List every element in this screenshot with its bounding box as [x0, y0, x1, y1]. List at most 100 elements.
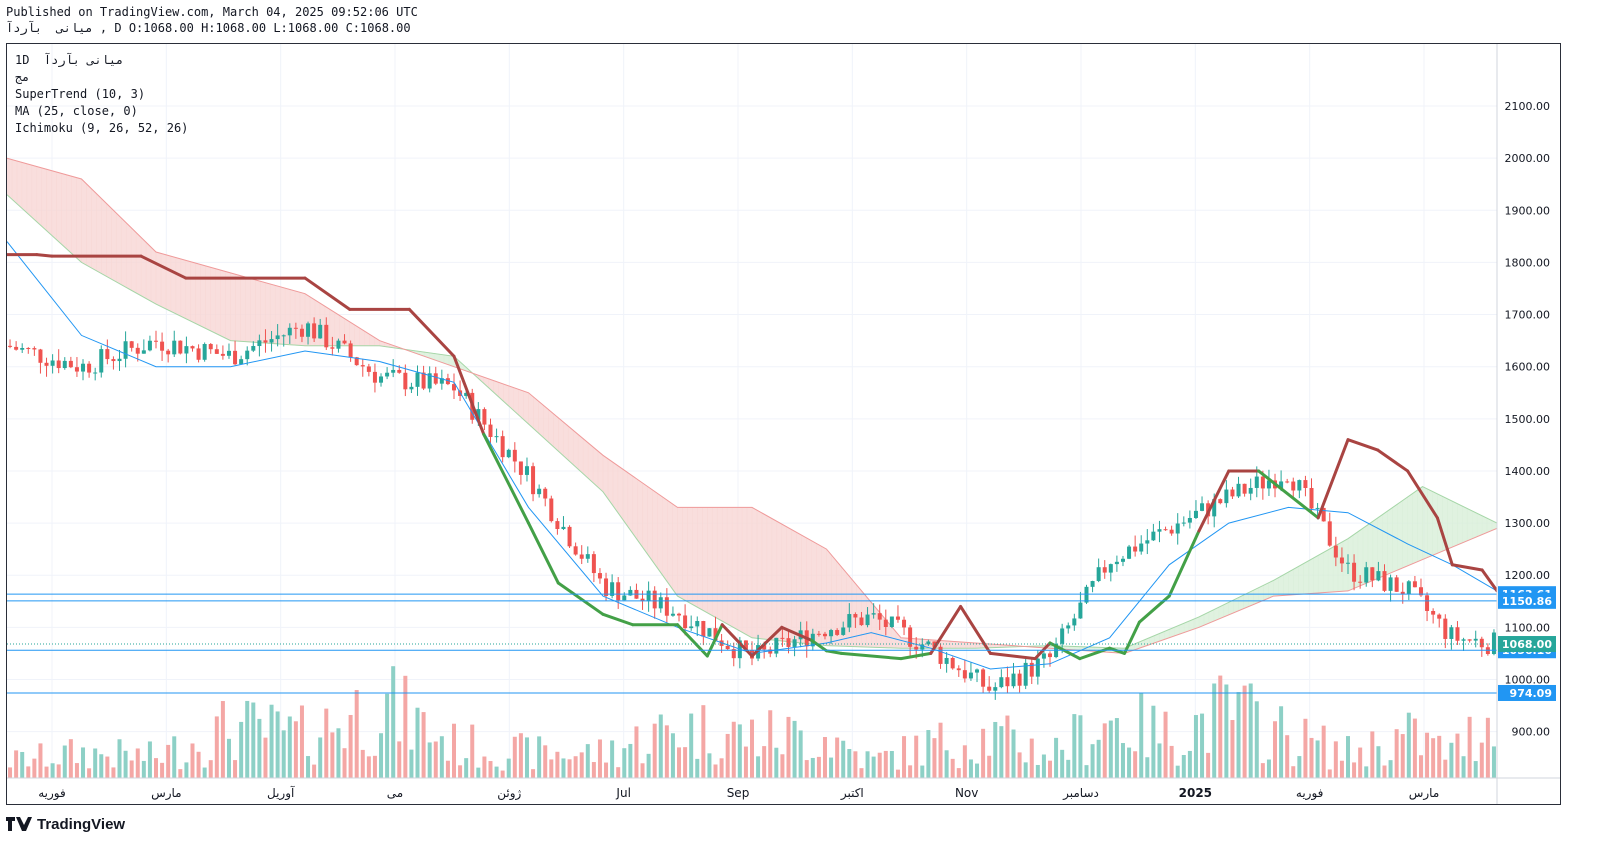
candle-body: [780, 637, 785, 639]
candle-body: [397, 369, 402, 373]
candle-body: [464, 392, 469, 396]
supertrend-segment: [705, 623, 724, 658]
cloud-segment: [667, 499, 673, 591]
volume-bar: [780, 754, 785, 778]
candle-body: [1157, 529, 1162, 532]
cloud-segment: [1447, 498, 1453, 550]
candle-body: [1467, 639, 1472, 641]
volume-bar: [269, 704, 274, 778]
volume-bar: [226, 738, 231, 778]
candle-body: [68, 360, 73, 368]
candle-body: [1254, 476, 1259, 488]
candle-body: [1193, 510, 1198, 518]
cloud-segment: [567, 425, 574, 466]
volume-bar: [725, 733, 730, 778]
candle-body: [1279, 481, 1284, 489]
candle-body: [99, 349, 104, 373]
ichimoku-cloud: [7, 157, 1497, 654]
legend-ma[interactable]: MA (25, close, 0): [15, 104, 138, 118]
candle-body: [117, 358, 122, 362]
cloud-segment: [627, 472, 634, 535]
cloud-segment: [781, 523, 788, 642]
supertrend-segment: [35, 253, 54, 258]
x-tick-label: Sep: [727, 786, 750, 800]
candle-body: [1321, 507, 1326, 522]
volume-bar: [719, 758, 724, 778]
volume-bar: [14, 750, 19, 778]
cloud-segment: [81, 178, 87, 266]
legend-ichimoku[interactable]: Ichimoku (9, 26, 52, 26): [15, 121, 189, 135]
volume-bar: [1455, 733, 1460, 778]
volume-bar: [750, 719, 754, 778]
last-price-label: 1068.00: [1502, 638, 1552, 651]
candle-body: [1346, 562, 1350, 564]
volume-bar: [482, 756, 487, 778]
cloud-segment: [1298, 563, 1304, 595]
candle-body: [379, 376, 384, 383]
candle-body: [725, 645, 730, 650]
candle-body: [640, 598, 645, 602]
candle-body: [403, 372, 408, 390]
candle-body: [1400, 591, 1405, 595]
volume-bar: [379, 733, 384, 778]
candle-body: [500, 436, 505, 458]
volume-bar: [616, 767, 621, 778]
candle-body: [1327, 521, 1332, 546]
candle-body: [792, 639, 797, 647]
candle-body: [1431, 610, 1436, 615]
legend-supertrend[interactable]: SuperTrend (10, 3): [15, 87, 146, 101]
indicator-lines: [7, 241, 1497, 670]
candle-body: [1412, 581, 1417, 588]
cloud-segment: [101, 197, 107, 277]
candle-body: [774, 637, 779, 654]
volume-bar: [956, 768, 961, 778]
candle-body: [190, 346, 195, 349]
candle-body: [1370, 567, 1375, 581]
candle-body: [1218, 499, 1223, 504]
volume-bar: [50, 763, 55, 778]
y-tick-label: 2000.00: [1505, 152, 1551, 165]
volume-bar: [1206, 752, 1211, 778]
volume-bar: [1431, 738, 1436, 778]
candle-body: [591, 554, 596, 574]
candle-body: [731, 649, 736, 659]
y-tick-label: 900.00: [1512, 726, 1551, 739]
volume-bar: [646, 753, 651, 778]
supertrend-segment: [1257, 469, 1320, 520]
volume-bar: [111, 767, 116, 778]
candle-body: [895, 616, 900, 620]
volume-bar: [1260, 763, 1265, 778]
volume-bar: [731, 721, 736, 778]
volume-bar: [1315, 740, 1320, 778]
cloud-segment: [160, 252, 167, 310]
volume-bar: [1084, 765, 1089, 778]
cloud-segment: [26, 163, 33, 218]
supertrend-segment: [527, 521, 560, 585]
cloud-segment: [230, 272, 236, 342]
candle-body: [488, 424, 493, 437]
volume-bar: [634, 726, 639, 778]
candle-body: [366, 366, 371, 372]
tradingview-logo[interactable]: TradingView: [6, 813, 125, 835]
volume-bar: [908, 765, 913, 778]
cloud-segment: [259, 280, 266, 344]
candle-body: [902, 619, 907, 628]
volume-bar: [1108, 720, 1113, 778]
candle-body: [622, 595, 627, 601]
cloud-segment: [801, 534, 807, 644]
volume-bar: [421, 712, 426, 778]
candle-body: [816, 633, 821, 635]
supertrend-segment: [780, 625, 814, 642]
volume-bar: [1187, 750, 1192, 778]
cloud-segment: [726, 507, 733, 628]
x-tick-label: Nov: [955, 786, 978, 800]
supertrend-segment: [929, 604, 963, 655]
cloud-segment: [16, 160, 23, 209]
volume-bar: [573, 756, 578, 778]
volume-bar: [1200, 713, 1205, 778]
supertrend-segment: [1316, 438, 1350, 520]
candle-body: [999, 677, 1004, 688]
cloud-segment: [731, 507, 738, 630]
